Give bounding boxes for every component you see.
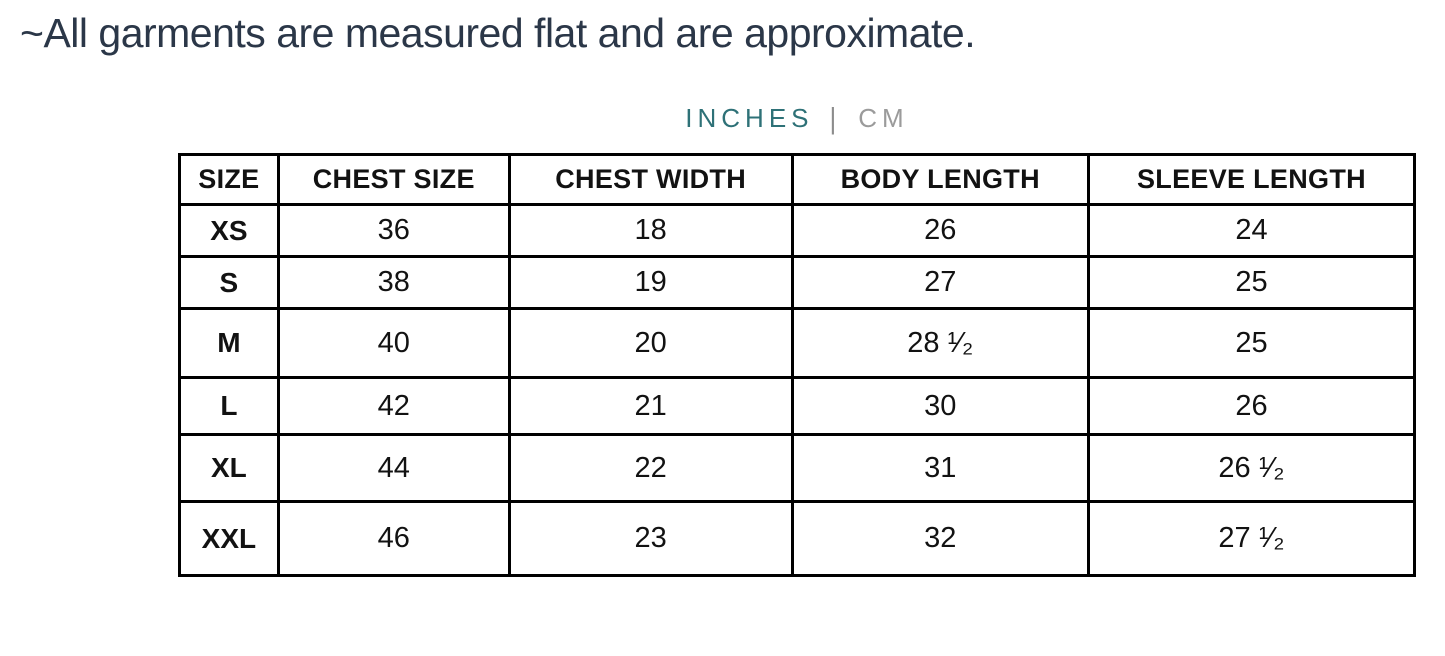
column-header-body-length: BODY LENGTH: [790, 153, 1090, 206]
cell-size-label: L: [178, 376, 280, 436]
cell-body-length: 31: [790, 433, 1090, 503]
cell-chest-width: 21: [507, 376, 794, 436]
cell-size-label: XS: [178, 203, 280, 258]
cell-chest-size: 40: [276, 307, 511, 379]
table-row-xs: XS 36 18 26 24: [178, 203, 1417, 258]
column-header-chest-width: CHEST WIDTH: [507, 153, 794, 206]
cell-chest-width: 23: [507, 500, 794, 577]
cell-chest-size: 42: [276, 376, 511, 436]
column-header-chest-size: CHEST SIZE: [276, 153, 511, 206]
cell-sleeve-length: 26 ¹⁄₂: [1086, 433, 1417, 503]
unit-toggle: INCHES | CM: [178, 100, 1416, 136]
column-header-sleeve-length: SLEEVE LENGTH: [1086, 153, 1417, 206]
table-row-xl: XL 44 22 31 26 ¹⁄₂: [178, 433, 1417, 503]
table-row-m: M 40 20 28 ¹⁄₂ 25: [178, 307, 1417, 379]
table-row-l: L 42 21 30 26: [178, 376, 1417, 436]
cell-size-label: XXL: [178, 500, 280, 577]
cell-chest-width: 20: [507, 307, 794, 379]
cell-sleeve-length: 26: [1086, 376, 1417, 436]
cell-body-length: 30: [790, 376, 1090, 436]
cell-chest-size: 44: [276, 433, 511, 503]
cell-body-length: 27: [790, 255, 1090, 310]
table-row-xxl: XXL 46 23 32 27 ¹⁄₂: [178, 500, 1417, 577]
table-row-s: S 38 19 27 25: [178, 255, 1417, 310]
measurement-note: ~All garments are measured flat and are …: [20, 10, 976, 56]
cell-chest-width: 18: [507, 203, 794, 258]
cell-sleeve-length: 27 ¹⁄₂: [1086, 500, 1417, 577]
cell-size-label: M: [178, 307, 280, 379]
cell-chest-width: 19: [507, 255, 794, 310]
unit-inches-button[interactable]: INCHES: [685, 103, 814, 133]
unit-toggle-separator: |: [829, 100, 837, 136]
size-chart-section: INCHES | CM SIZE CHEST SIZE CHEST WIDTH BO…: [178, 100, 1417, 577]
table-header-row: SIZE CHEST SIZE CHEST WIDTH BODY LENGTH …: [178, 153, 1417, 206]
cell-size-label: S: [178, 255, 280, 310]
cell-sleeve-length: 25: [1086, 255, 1417, 310]
cell-body-length: 32: [790, 500, 1090, 577]
cell-body-length: 26: [790, 203, 1090, 258]
cell-chest-size: 46: [276, 500, 511, 577]
cell-sleeve-length: 24: [1086, 203, 1417, 258]
column-header-size: SIZE: [178, 153, 280, 206]
cell-size-label: XL: [178, 433, 280, 503]
unit-cm-button[interactable]: CM: [858, 103, 909, 133]
cell-sleeve-length: 25: [1086, 307, 1417, 379]
cell-body-length: 28 ¹⁄₂: [790, 307, 1090, 379]
cell-chest-size: 38: [276, 255, 511, 310]
cell-chest-size: 36: [276, 203, 511, 258]
cell-chest-width: 22: [507, 433, 794, 503]
size-chart-table: SIZE CHEST SIZE CHEST WIDTH BODY LENGTH …: [178, 153, 1417, 577]
